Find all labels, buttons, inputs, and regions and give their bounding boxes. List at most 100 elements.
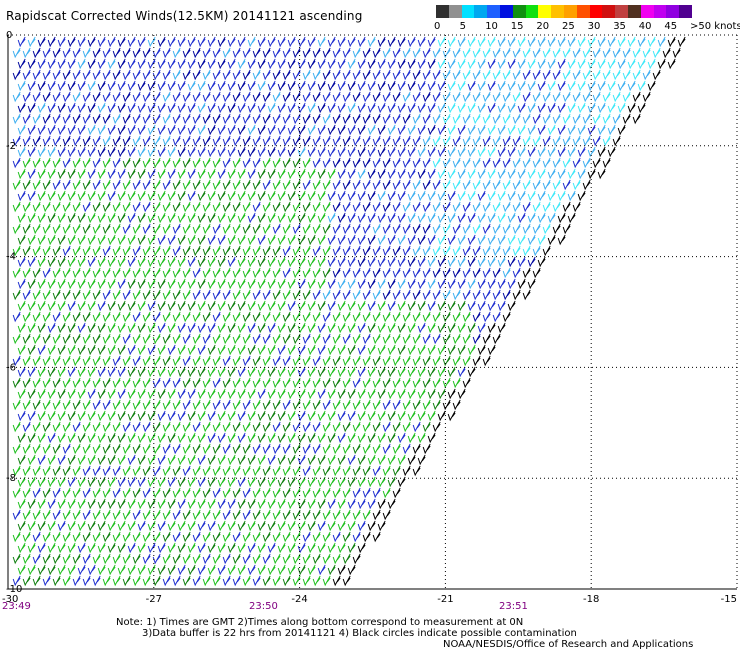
wind-barb: [387, 58, 396, 70]
wind-barb: [237, 344, 246, 356]
wind-barb: [42, 465, 51, 477]
wind-barb: [192, 553, 201, 565]
wind-barb: [202, 575, 211, 587]
wind-barb: [252, 487, 261, 499]
wind-barb: [187, 256, 196, 268]
wind-barb: [277, 300, 286, 312]
wind-barb: [577, 36, 586, 48]
wind-barb: [62, 289, 71, 301]
wind-barb: [67, 168, 76, 180]
wind-barb: [82, 223, 91, 235]
wind-barb: [277, 564, 286, 576]
wind-barb: [107, 432, 116, 444]
wind-barb: [192, 575, 201, 587]
wind-barb: [352, 135, 361, 147]
wind-barb: [87, 146, 96, 158]
wind-barb: [337, 234, 346, 246]
wind-barb: [202, 509, 211, 521]
wind-barb: [502, 267, 511, 279]
wind-barb: [262, 47, 271, 59]
wind-barb: [107, 542, 116, 554]
wind-barb: [537, 234, 546, 246]
wind-barb: [57, 102, 66, 114]
wind-barb: [192, 267, 201, 279]
wind-barb: [247, 190, 256, 202]
wind-barb: [177, 168, 186, 180]
wind-barb: [327, 234, 336, 246]
wind-barb: [627, 36, 636, 48]
wind-barb: [272, 113, 281, 125]
wind-barb: [112, 69, 121, 81]
wind-barb: [82, 47, 91, 59]
wind-barb: [322, 377, 331, 389]
colorbar-segment: [666, 5, 680, 18]
wind-barb: [187, 520, 196, 532]
wind-barb: [107, 168, 116, 180]
wind-barb: [402, 91, 411, 103]
wind-barb: [432, 267, 441, 279]
wind-barb: [482, 311, 491, 323]
wind-barb: [102, 223, 111, 235]
wind-barb: [167, 168, 176, 180]
wind-barb: [427, 300, 436, 312]
wind-barb: [137, 212, 146, 224]
wind-barb: [32, 553, 41, 565]
wind-barb: [457, 234, 466, 246]
wind-barb: [522, 201, 531, 213]
wind-barb: [62, 223, 71, 235]
wind-barb: [407, 432, 416, 444]
wind-barb: [557, 146, 566, 158]
wind-barb: [437, 300, 446, 312]
wind-barb: [532, 91, 541, 103]
wind-barb: [217, 102, 226, 114]
wind-barb: [92, 465, 101, 477]
wind-barb: [312, 487, 321, 499]
wind-barb: [362, 69, 371, 81]
wind-barb: [372, 443, 381, 455]
wind-barb: [72, 553, 81, 565]
wind-barb: [57, 190, 66, 202]
wind-barb: [152, 399, 161, 411]
wind-barb: [177, 58, 186, 70]
wind-barb: [72, 465, 81, 477]
wind-barb: [322, 465, 331, 477]
wind-barb: [427, 256, 436, 268]
wind-barb: [297, 278, 306, 290]
wind-barb: [287, 124, 296, 136]
wind-barb: [447, 212, 456, 224]
wind-barb: [97, 344, 106, 356]
wind-barb: [182, 531, 191, 543]
wind-barb: [12, 531, 21, 543]
wind-barb: [362, 355, 371, 367]
wind-barb: [197, 388, 206, 400]
wind-barb: [92, 69, 101, 81]
wind-barb: [117, 322, 126, 334]
wind-barb: [142, 355, 151, 367]
wind-barb: [97, 542, 106, 554]
wind-barb: [427, 146, 436, 158]
wind-barb: [37, 300, 46, 312]
wind-barb: [262, 333, 271, 345]
colorbar-segment: [627, 5, 641, 18]
wind-barb: [197, 58, 206, 70]
wind-barb: [447, 278, 456, 290]
wind-barb: [97, 476, 106, 488]
wind-barb: [122, 509, 131, 521]
wind-barb: [322, 91, 331, 103]
wind-barb: [42, 69, 51, 81]
wind-barb: [432, 333, 441, 345]
wind-barb: [217, 564, 226, 576]
wind-barb: [37, 388, 46, 400]
wind-barb: [42, 355, 51, 367]
wind-barb: [157, 234, 166, 246]
wind-barb: [207, 168, 216, 180]
wind-barb: [407, 278, 416, 290]
wind-barb: [597, 102, 606, 114]
wind-barb: [167, 410, 176, 422]
wind-barb: [72, 267, 81, 279]
wind-barb: [137, 190, 146, 202]
wind-barb: [97, 190, 106, 202]
wind-barb: [467, 190, 476, 202]
wind-barb: [362, 289, 371, 301]
wind-barb: [97, 102, 106, 114]
